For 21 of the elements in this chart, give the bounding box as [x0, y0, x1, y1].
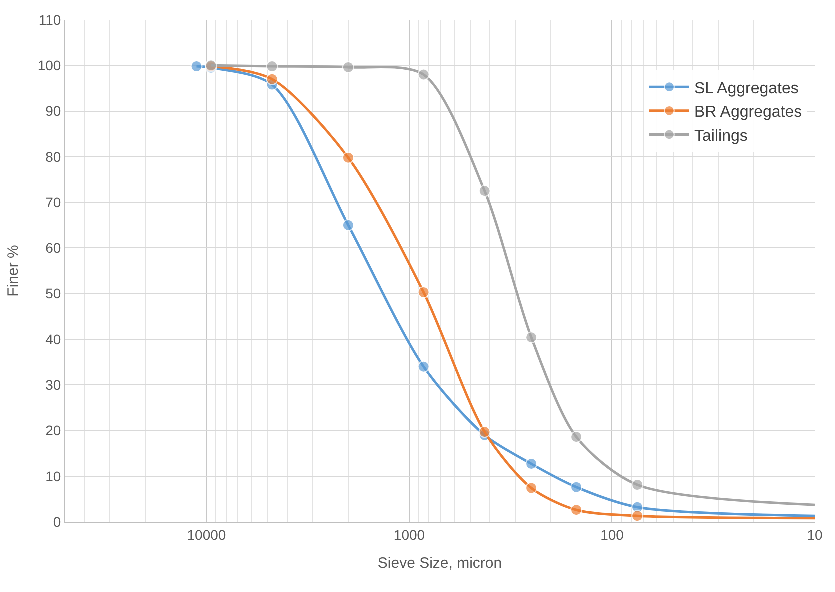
y-axis-title: Finer % [5, 245, 22, 297]
legend-label: SL Aggregates [694, 80, 799, 98]
y-tick-label: 10 [46, 468, 62, 484]
x-tick-label: 1000 [394, 526, 426, 543]
x-tick-label: 100 [600, 526, 624, 543]
y-tick-label: 100 [38, 58, 62, 74]
y-tick-label: 60 [46, 240, 62, 256]
y-tick-label: 80 [46, 148, 62, 165]
y-tick-label: 20 [46, 422, 62, 439]
legend-label: Tailings [694, 128, 748, 145]
y-tick-label: 0 [53, 514, 62, 530]
x-tick-label: 10000 [187, 526, 226, 543]
y-tick-label: 40 [46, 331, 62, 348]
x-tick-label: 10 [807, 526, 823, 543]
y-tick-label: 110 [38, 12, 62, 28]
y-tick-label: 90 [46, 103, 62, 120]
y-tick-label: 70 [46, 194, 62, 210]
y-tick-label: 30 [46, 376, 62, 393]
x-axis-title: Sieve Size, micron [378, 554, 502, 572]
legend-label: BR Aggregates [694, 104, 802, 122]
y-tick-label: 50 [46, 286, 62, 302]
